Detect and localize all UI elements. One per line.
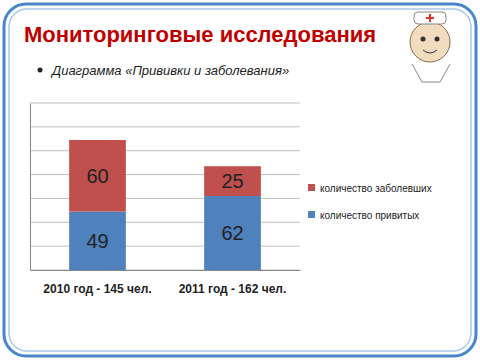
bar — [69, 212, 126, 270]
slide-inner-frame — [9, 9, 471, 351]
x-tick: 2011 год - 162 чел. — [179, 270, 287, 296]
x-tick: 2010 год - 145 чел. — [43, 270, 151, 296]
data-label: 49 — [86, 230, 108, 252]
icon-cap — [414, 12, 446, 24]
slide-frame — [4, 4, 476, 356]
grid — [30, 103, 300, 270]
bullet — [38, 68, 43, 73]
icon-eye — [435, 37, 440, 42]
bar — [204, 196, 261, 270]
icon-eye — [421, 37, 426, 42]
legend-label: количество заболевших — [320, 183, 432, 194]
icon-cross — [426, 14, 434, 22]
legend: количество заболевших количество привитых — [308, 183, 432, 221]
legend-swatch — [308, 211, 315, 218]
x-axis: 2010 год - 145 чел. 2011 год - 162 чел. — [31, 270, 301, 296]
data-labels: 49 62 60 25 — [86, 165, 243, 252]
x-axis-line — [31, 270, 301, 271]
bar — [69, 140, 126, 212]
bar — [204, 166, 261, 196]
title: Мониторинговые исследования — [24, 22, 376, 47]
subtitle: Диаграмма «Прививки и заболевания» — [50, 63, 289, 78]
icon-mouth — [423, 50, 437, 53]
icon-coat — [412, 64, 450, 82]
icon-face — [410, 22, 450, 62]
x-tick-label: 2010 год - 145 чел. — [43, 282, 151, 296]
grid-line — [30, 103, 300, 104]
legend-label: количество привитых — [320, 210, 419, 221]
y-axis — [30, 104, 32, 271]
x-tick-label: 2011 год - 162 чел. — [179, 282, 287, 296]
grid-line — [30, 126, 300, 127]
slide: Мониторинговые исследования Диаграмма «Пр… — [0, 0, 480, 360]
data-label: 25 — [221, 170, 243, 192]
y-axis-line — [30, 104, 31, 271]
bars — [69, 140, 261, 270]
data-label: 62 — [221, 222, 243, 244]
legend-swatch — [308, 184, 315, 191]
doctor-icon — [410, 12, 450, 82]
data-label: 60 — [86, 165, 108, 187]
